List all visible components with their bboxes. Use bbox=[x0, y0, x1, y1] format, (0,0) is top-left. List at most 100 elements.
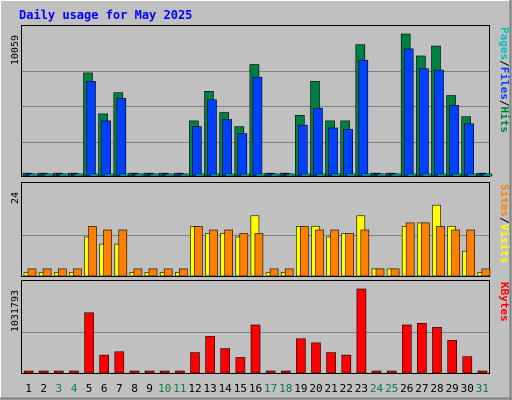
bar-sites-day-9 bbox=[148, 268, 158, 277]
bar-pages-day-18 bbox=[285, 173, 296, 177]
bar-sites-day-31 bbox=[481, 268, 491, 277]
day-label-27: 27 bbox=[415, 382, 428, 395]
bar-pages-day-22 bbox=[346, 173, 357, 177]
bar-sites-day-23 bbox=[360, 229, 370, 277]
bar-sites-day-26 bbox=[405, 222, 415, 277]
bar-sites-day-15 bbox=[239, 233, 249, 277]
legend-entry: / bbox=[498, 100, 511, 107]
bar-pages-day-4 bbox=[74, 173, 84, 177]
day-label-13: 13 bbox=[203, 382, 216, 395]
day-label-21: 21 bbox=[324, 382, 337, 395]
bar-kbytes-day-24 bbox=[371, 370, 382, 374]
bar-kbytes-day-10 bbox=[159, 370, 170, 374]
day-label-29: 29 bbox=[446, 382, 459, 395]
bar-pages-day-11 bbox=[180, 173, 190, 177]
bar-files-day-26 bbox=[403, 48, 414, 177]
bar-sites-day-4 bbox=[73, 268, 82, 277]
bar-sites-day-18 bbox=[284, 268, 294, 277]
bar-kbytes-day-18 bbox=[280, 370, 291, 374]
day-label-11: 11 bbox=[173, 382, 186, 395]
bar-pages-day-14 bbox=[225, 173, 235, 177]
bar-kbytes-day-21 bbox=[326, 352, 336, 374]
bar-files-day-6 bbox=[101, 120, 111, 177]
bar-pages-day-28 bbox=[437, 173, 447, 177]
bar-pages-day-5 bbox=[89, 173, 99, 177]
legend-entry: / bbox=[498, 217, 511, 224]
legend-text: Sites/Visits bbox=[498, 184, 511, 264]
bar-sites-day-7 bbox=[118, 229, 128, 277]
bar-pages-day-15 bbox=[240, 173, 251, 177]
bar-pages-day-13 bbox=[210, 173, 220, 177]
bar-sites-day-10 bbox=[163, 268, 173, 277]
bar-pages-day-1 bbox=[28, 173, 39, 177]
bar-pages-day-7 bbox=[119, 173, 130, 177]
day-label-19: 19 bbox=[294, 382, 307, 395]
day-label-8: 8 bbox=[131, 382, 138, 395]
day-label-23: 23 bbox=[355, 382, 368, 395]
bar-sites-day-5 bbox=[88, 226, 97, 277]
bar-files-day-27 bbox=[419, 68, 429, 177]
bar-kbytes-day-7 bbox=[114, 351, 125, 374]
bar-kbytes-day-26 bbox=[401, 324, 412, 374]
bar-files-day-30 bbox=[464, 123, 475, 177]
day-label-25: 25 bbox=[385, 382, 398, 395]
bar-files-day-28 bbox=[434, 69, 444, 177]
day-label-17: 17 bbox=[264, 382, 277, 395]
bar-pages-day-21 bbox=[331, 173, 341, 177]
bar-pages-day-24 bbox=[376, 173, 387, 177]
bar-files-day-16 bbox=[252, 76, 263, 177]
bar-sites-day-14 bbox=[224, 229, 233, 277]
bar-pages-day-12 bbox=[195, 173, 205, 177]
bar-files-day-5 bbox=[86, 81, 96, 177]
bar-pages-day-17 bbox=[270, 173, 281, 177]
bar-files-day-23 bbox=[358, 59, 369, 177]
day-label-14: 14 bbox=[219, 382, 233, 395]
day-label-5: 5 bbox=[86, 382, 93, 395]
panel-border bbox=[21, 280, 490, 374]
legend-text: KBytes bbox=[498, 282, 511, 322]
day-label-16: 16 bbox=[249, 382, 262, 395]
bar-pages-day-9 bbox=[149, 173, 160, 177]
day-label-30: 30 bbox=[461, 382, 474, 395]
bar-kbytes-day-8 bbox=[129, 370, 140, 374]
bar-kbytes-day-17 bbox=[265, 370, 276, 374]
bar-sites-day-29 bbox=[451, 229, 460, 277]
bar-kbytes-day-19 bbox=[296, 338, 306, 374]
bar-files-day-20 bbox=[313, 107, 323, 177]
legend-entry: Pages bbox=[498, 27, 511, 60]
bar-files-day-29 bbox=[449, 105, 459, 177]
bar-pages-day-25 bbox=[391, 173, 402, 177]
legend-entry: Files bbox=[498, 67, 511, 100]
bar-sites-day-6 bbox=[103, 229, 112, 277]
bar-pages-day-10 bbox=[164, 173, 175, 177]
bar-sites-day-28 bbox=[436, 226, 445, 277]
day-label-6: 6 bbox=[101, 382, 108, 395]
legend-entry: Visits bbox=[498, 224, 511, 264]
bar-kbytes-day-30 bbox=[462, 356, 473, 374]
bar-kbytes-day-1 bbox=[23, 370, 34, 374]
day-label-10: 10 bbox=[158, 382, 171, 395]
chart-title: Daily usage for May 2025 bbox=[19, 8, 192, 22]
bar-kbytes-day-23 bbox=[356, 288, 367, 374]
bar-files-day-19 bbox=[297, 124, 308, 177]
bar-pages-day-8 bbox=[134, 173, 145, 177]
panel-border bbox=[21, 182, 490, 277]
bar-pages-day-20 bbox=[316, 173, 326, 177]
bar-sites-day-20 bbox=[315, 229, 324, 277]
panel-legend: KBytes bbox=[498, 282, 511, 322]
bar-files-day-14 bbox=[222, 119, 232, 177]
day-label-9: 9 bbox=[146, 382, 153, 395]
bar-kbytes-day-25 bbox=[386, 370, 397, 374]
bar-sites-day-25 bbox=[390, 268, 400, 277]
day-labels: 1 2 3 4 5 6 7 8 9 10 11 12 13 14 15 16 17 18 19 20 21 22 23 24 2… bbox=[25, 382, 489, 395]
panel-hits-files-pages: 10059 Pages/Files/Hits bbox=[10, 25, 511, 177]
bar-kbytes-day-31 bbox=[477, 370, 488, 374]
day-label-22: 22 bbox=[340, 382, 353, 395]
bar-sites-day-12 bbox=[194, 226, 203, 277]
day-label-1: 1 bbox=[25, 382, 32, 395]
bar-files-day-13 bbox=[207, 99, 217, 177]
bar-pages-day-6 bbox=[104, 173, 114, 177]
day-label-2: 2 bbox=[40, 382, 47, 395]
